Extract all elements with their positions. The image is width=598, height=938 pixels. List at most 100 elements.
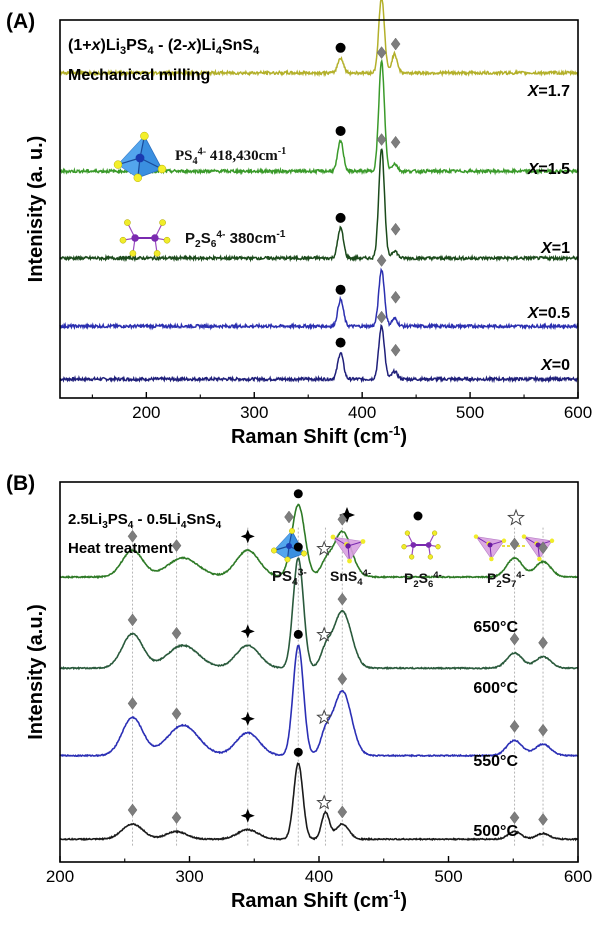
panel-b-legend-p2s6-sub: 2 — [413, 579, 418, 590]
panel-a-title-line-2: Mechanical milling — [68, 67, 210, 84]
panel-a-xtick-label-1: 300 — [240, 403, 268, 422]
panel-b-sns4-icon-s-atom-0 — [330, 534, 336, 540]
panel-a-circle-marker-4 — [335, 42, 346, 53]
panel-b-sns4-icon-s-atom-2 — [347, 558, 352, 564]
panel-a-title-line-1: (1+x)Li3PS4 - (2-x)Li4SnS4 — [68, 37, 260, 57]
panel-a-p2s6-icon — [119, 219, 171, 257]
panel-b-p2s6-icon-s-atom-2 — [409, 554, 415, 560]
panel-b-star5-3 — [316, 540, 333, 556]
panel-b-diamond-3-0 — [127, 529, 138, 543]
panel-b-ps4-icon-s-atom-3 — [284, 556, 291, 563]
a-title-x2: x — [186, 37, 197, 54]
panel-b-p2s7-icon-right-s-atom-1 — [549, 538, 555, 544]
panel-a-ps4-annotation-label: PS44- 418,430cm-1 — [175, 146, 286, 167]
panel-b-x-axis-label: Raman Shift (cm-1) — [231, 887, 407, 912]
panel-a-xtick-label-0: 200 — [132, 403, 160, 422]
panel-a-series-line-0 — [59, 323, 579, 384]
a-title-p1: (1+ — [68, 37, 92, 54]
panel-a-circle-marker-3 — [335, 125, 346, 136]
panel-a-ps4-annotation-main: PS — [175, 148, 193, 164]
panel-b-star4-0 — [240, 808, 255, 823]
panel-a-p2s6-annotation-label: P2S64- 380cm-1 — [185, 229, 286, 250]
panel-b-legend-p2s6-sub2: 6 — [428, 579, 433, 590]
panel-b-legend-p2s7-main: P — [487, 570, 496, 586]
panel-b-xtick-label-3: 500 — [434, 867, 462, 886]
a-series-var-3: X — [527, 161, 540, 178]
a-series-val-4: =1.7 — [538, 83, 570, 100]
panel-b-diamond-1-0 — [127, 697, 138, 710]
panel-b-series-label-0: 500°C — [473, 823, 518, 840]
panel-b-legend-p2s7-main2: S — [502, 570, 511, 586]
panel-a-panel-label: (A) — [6, 10, 35, 33]
panel-b-diamond-high-0-1 — [538, 813, 548, 826]
panel-a-ps4-annotation-sup: 4- — [198, 146, 207, 157]
panel-b-legend-ps4-sup: 3- — [298, 567, 307, 578]
panel-a-xtick-label-2: 400 — [348, 403, 376, 422]
panel-b-legend-sns4-label: SnS44- — [330, 568, 371, 588]
panel-a-ps4-annotation-rest: 418,430cm — [206, 148, 278, 164]
panel-b-diamond-high-2-1 — [538, 636, 548, 650]
panel-a-diamond-marker-418-1 — [376, 254, 387, 267]
panel-b-legend-diamond — [284, 510, 294, 524]
panel-a-xlabel-main: Raman Shift (cm — [231, 426, 389, 448]
panel-a-ps4-icon-s-atom-0 — [113, 160, 123, 169]
a-series-val-3: =1.5 — [538, 161, 570, 178]
panel-b-ps4-icon — [271, 528, 307, 563]
panel-a-p2s6-icon-s-atom-0 — [124, 219, 131, 226]
panel-a-ps4-icon-s-atom-3 — [133, 173, 143, 183]
b-title-s3: 4 — [181, 520, 187, 531]
panel-b-p2s7-icon-left — [473, 534, 507, 562]
panel-b-circle-3 — [293, 489, 303, 499]
panel-b-legend-ps4-label: PS43- — [272, 567, 307, 588]
panel-b-circle-0 — [293, 747, 303, 757]
panel-b-legend-sns4-sub: 4 — [357, 577, 363, 588]
panel-b-legend-star4 — [339, 507, 355, 523]
panel-a-p2s6-annotation-main: P — [185, 230, 195, 247]
panel-b-p2s6-icon-p-atom-1 — [410, 542, 417, 548]
panel-a-plot-frame — [59, 19, 579, 399]
panel-b-diamond-3-1 — [171, 539, 182, 552]
panel-b-p2s6-icon-p-atom-2 — [425, 542, 432, 548]
panel-b-legend-p2s6-sup: 4- — [433, 570, 441, 581]
panel-a-series-line-2 — [59, 148, 579, 263]
panel-b-p2s6-icon-s-atom-3 — [431, 530, 438, 536]
panel-b-legend-star5 — [507, 508, 525, 526]
panel-a-circle-marker-2 — [335, 212, 346, 223]
b-title-s4: 4 — [216, 520, 222, 531]
panel-b-legend-p2s6-main2: S — [419, 570, 428, 586]
panel-b-legend-p2s7-sub2: 7 — [511, 579, 516, 590]
panel-b-diamond-0-0 — [127, 803, 138, 817]
panel-b-p2s7-icon-left-center-atom — [487, 542, 493, 548]
a-title-p6: SnS — [222, 37, 253, 54]
panel-b-title-line-1: 2.5Li3PS4 - 0.5Li4SnS4 — [68, 511, 222, 531]
panel-b-diamond-1-1 — [171, 707, 182, 721]
panel-b-sns4-icon-s-atom-1 — [360, 539, 366, 544]
panel-a-xtick-label-3: 500 — [456, 403, 484, 422]
panel-a-p2s6-icon-s-atom-1 — [119, 236, 127, 244]
b-title-p4: SnS — [186, 511, 215, 528]
panel-b-p2s7-icon-right-center-atom — [535, 542, 541, 548]
panel-a-series-label-2: X=1 — [540, 240, 570, 257]
panel-a-diamond-marker-430-1 — [390, 290, 401, 304]
b-title-p1: 2.5Li — [68, 511, 102, 528]
panel-a-p2s6-icon-s-atom-5 — [153, 250, 161, 257]
panel-a-diamond-marker-430-3 — [390, 135, 401, 149]
panel-b-xtick-label-2: 400 — [305, 867, 333, 886]
panel-a-p2s6-annotation-sup: 4- — [216, 229, 225, 240]
panel-b-series-line-3 — [59, 503, 579, 580]
a-title-p2: )Li — [100, 37, 120, 54]
panel-b-p2s7-icon-right-s-atom-2 — [537, 556, 542, 562]
panel-a-circle-marker-0 — [335, 337, 346, 348]
a-series-var-4: X — [527, 83, 540, 100]
panel-a-xlabel-sup: -1 — [389, 423, 401, 438]
panel-b-series-label-1: 550°C — [473, 753, 518, 770]
panel-b-legend-sns4-sup: 4- — [363, 568, 371, 579]
panel-a-ps4-icon-face2 — [118, 136, 145, 178]
panel-b-legend-ps4-main: PS — [272, 568, 292, 585]
panel-b-p2s7-icon-left-s-atom-0 — [473, 534, 479, 539]
a-title-s2: 4 — [148, 45, 155, 57]
panel-b-series-line-1 — [59, 644, 579, 758]
panel-b-p2s6-icon-s-atom-0 — [404, 530, 411, 536]
